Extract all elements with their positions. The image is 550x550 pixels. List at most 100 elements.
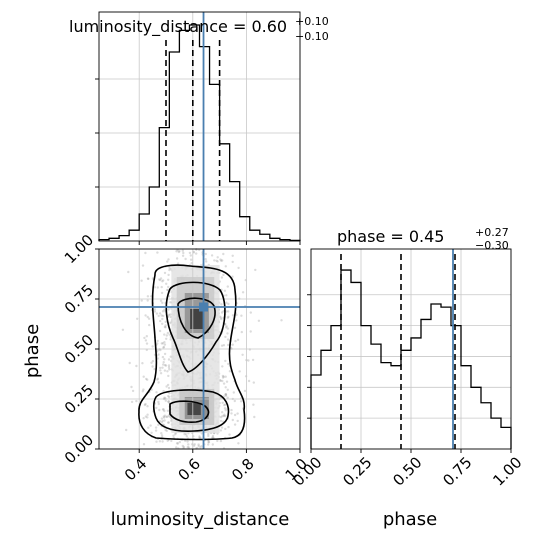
contour-outer [138,264,246,441]
scatter-point [163,419,166,422]
scatter-point [163,308,166,311]
scatter-point [280,319,283,322]
scatter-point [224,335,227,339]
scatter-point [219,416,223,419]
title-luminosity-distance: luminosity_distance = 0.60 [69,17,287,37]
scatter-point [207,443,210,446]
scatter-point [238,370,241,373]
scatter-point [236,338,240,341]
x-tick-labels: 0.00 0.25 0.50 0.75 1.00 [289,453,525,489]
scatter-point [175,442,179,445]
scatter-point [181,444,184,448]
scatter-point [148,323,151,327]
scatter-point [226,338,230,341]
scatter-point [226,332,229,335]
scatter-point [165,334,168,337]
scatter-point [207,432,210,436]
scatter-point [216,260,219,263]
scatter-point [142,443,146,446]
scatter-point [164,428,167,432]
scatter-point [240,314,243,317]
scatter-point [216,439,219,443]
scatter-point [165,288,169,292]
scatter-point [160,432,163,435]
scatter-point [169,321,172,325]
scatter-point [163,352,167,356]
scatter-point [231,418,234,422]
scatter-point [162,408,165,411]
scatter-point [221,259,224,262]
scatter-point [211,436,214,439]
scatter-point [168,268,171,272]
scatter-point [227,425,230,429]
scatter-point [224,265,227,268]
scatter-point [233,423,237,426]
axes-frame [307,248,512,453]
scatter-point [144,415,148,418]
scatter-point [212,436,215,439]
scatter-point [197,444,200,448]
scatter-point [150,361,153,364]
scatter-point [144,339,148,342]
scatter-point [227,310,230,313]
scatter-point [153,310,157,313]
scatter-point [235,319,238,322]
scatter-point [222,414,226,418]
scatter-point [155,391,158,394]
x-tick-label: 0.8 [228,455,258,485]
scatter-point [167,421,170,424]
scatter-point [222,375,225,378]
scatter-point [168,266,171,270]
scatter-point [235,313,238,317]
quantile-lines [340,254,456,449]
title-plus-error: +0.10 [295,15,329,28]
scatter-point [183,433,186,436]
scatter-point [165,282,168,285]
scatter-point [178,250,181,253]
scatter-point [228,433,231,436]
scatter-point [165,337,168,340]
scatter-point [220,303,223,306]
scatter-point [198,436,201,439]
scatter-point [187,443,190,446]
scatter-point [227,362,230,366]
scatter-point [211,434,215,438]
scatter-point [155,312,159,315]
scatter-point [249,311,252,314]
scatter-point [170,439,173,443]
scatter-point [146,416,149,419]
scatter-point [222,382,226,385]
scatter-point [205,260,208,263]
scatter-point [141,362,144,365]
scatter-point [175,446,178,449]
scatter-point [167,396,171,399]
scatter-point [141,390,144,393]
scatter-point [163,358,166,361]
scatter-point [162,345,166,349]
scatter-point [220,317,223,321]
scatter-point [197,443,200,446]
scatter-point [157,314,160,318]
scatter-point [158,408,161,412]
scatter-point [147,426,150,429]
scatter-point [146,277,150,280]
scatter-point [160,342,163,345]
scatter-point [166,260,169,263]
scatter-point [167,394,170,398]
scatter-point [243,389,247,393]
scatter-point [169,301,172,304]
scatter-point [161,355,165,359]
scatter-point [158,278,162,282]
scatter-point [151,359,155,363]
scatter-point [176,262,180,265]
scatter-point [166,383,170,387]
scatter-point [166,370,169,373]
scatter-point [165,429,168,433]
scatter-point [223,407,227,410]
scatter-point [220,426,224,429]
scatter-point [162,346,165,349]
scatter-point [163,271,167,275]
scatter-point [181,254,185,257]
scatter-point [146,299,149,302]
scatter-point [225,301,228,304]
